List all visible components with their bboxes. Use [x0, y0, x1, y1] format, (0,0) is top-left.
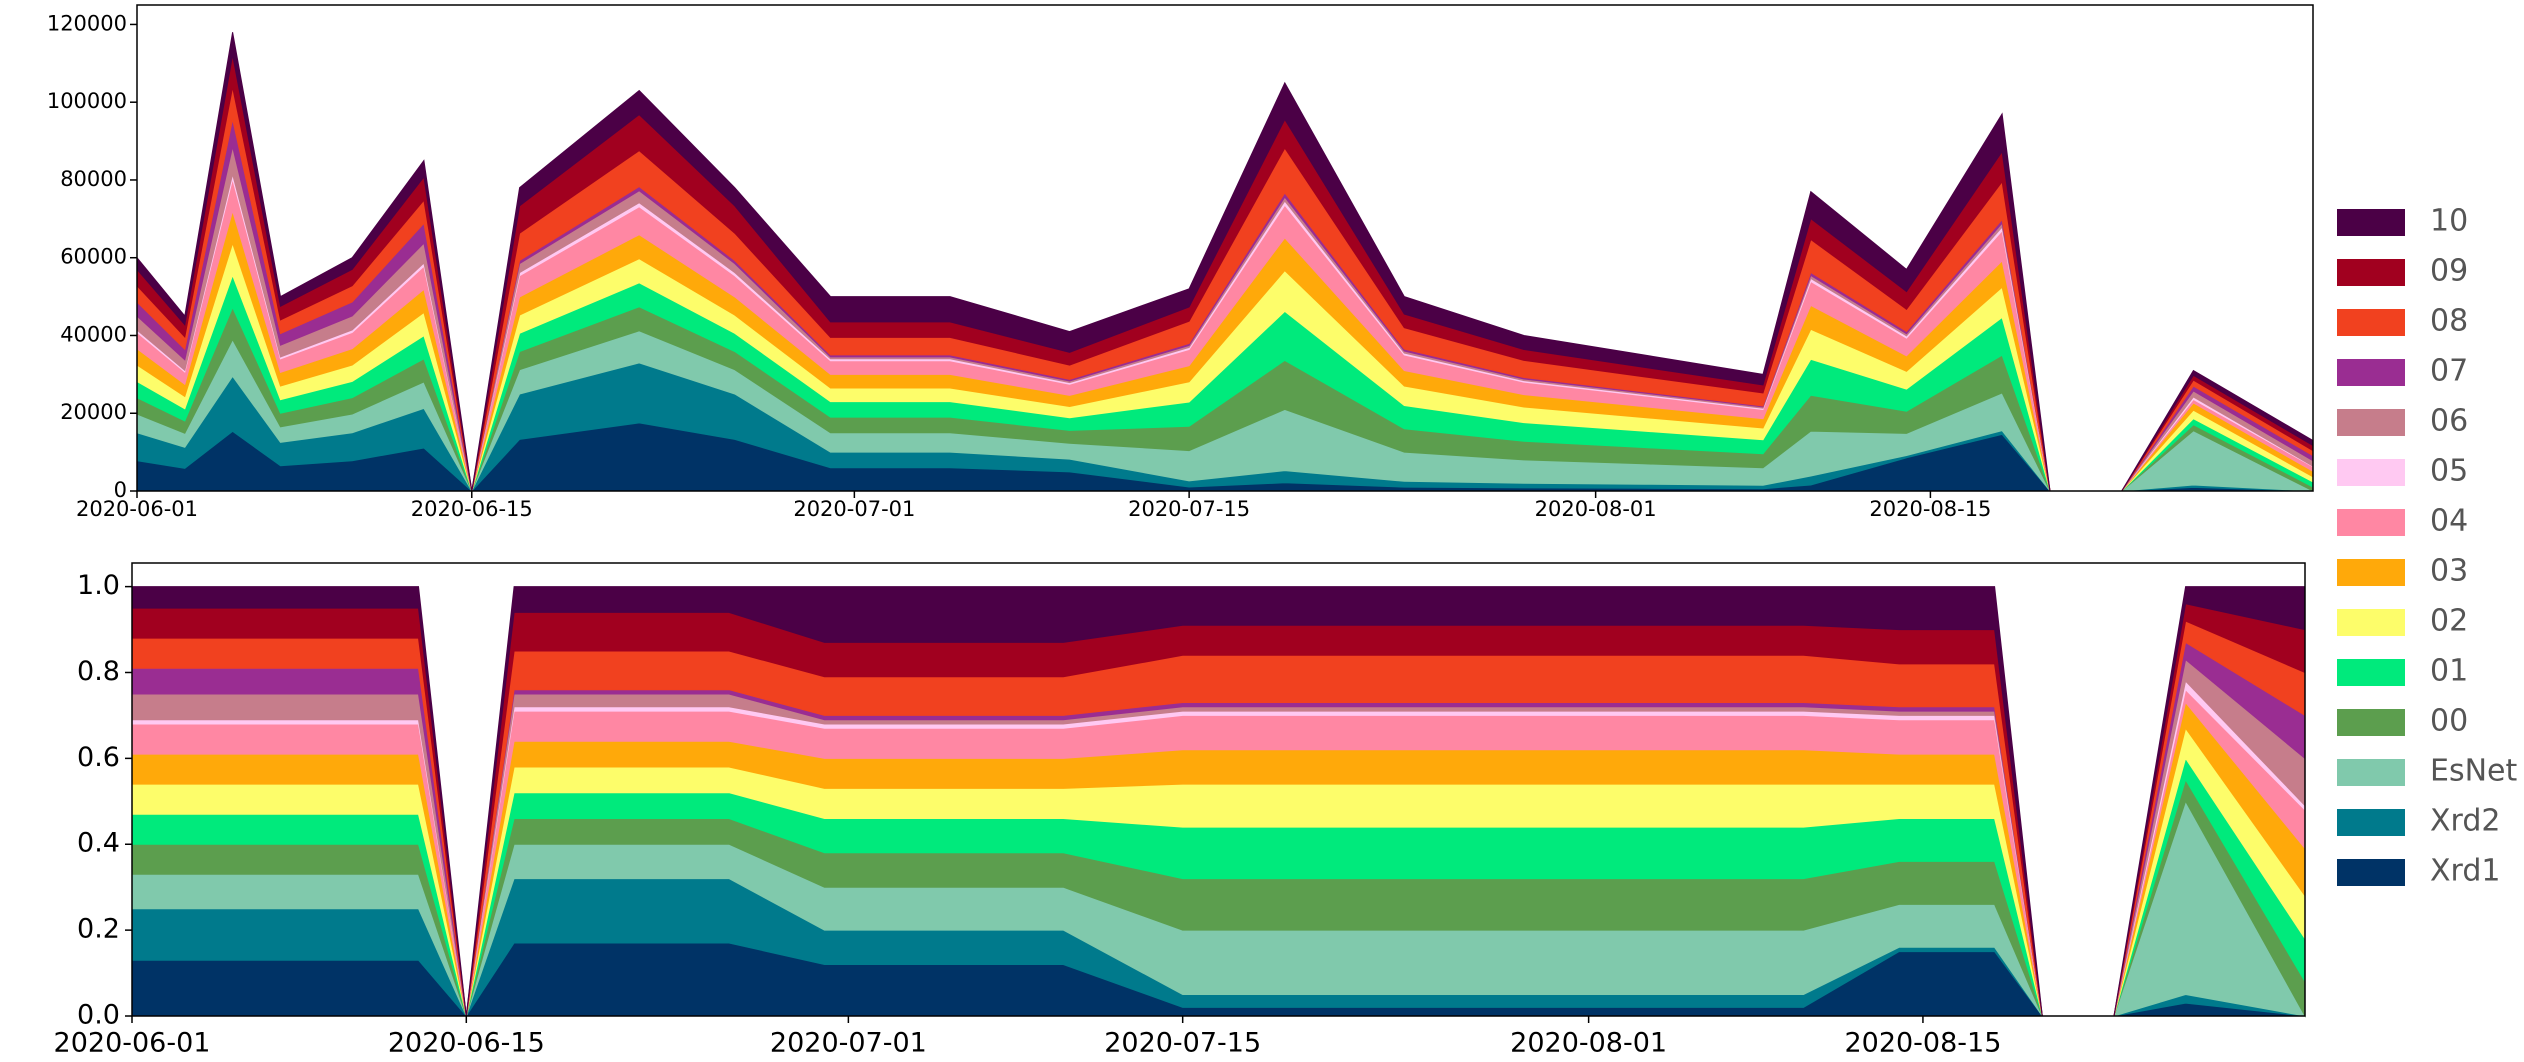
x-tick-label: 2020-07-15	[1104, 1028, 1261, 1059]
legend-swatch	[2337, 359, 2405, 386]
y-tick-label: 80000	[60, 167, 127, 191]
legend-label: Xrd1	[2430, 854, 2501, 889]
plot-area	[131, 586, 2306, 1018]
y-tick-label: 0.2	[77, 914, 120, 945]
x-tick-label: 2020-07-01	[793, 497, 915, 521]
legend-swatch	[2337, 509, 2405, 536]
legend-label: 10	[2430, 204, 2468, 239]
x-tick-label: 2020-08-01	[1510, 1028, 1667, 1059]
y-tick-label: 60000	[60, 245, 127, 269]
legend-label: 02	[2430, 604, 2468, 639]
y-tick-label: 0.0	[77, 1000, 120, 1031]
legend-label: Xrd2	[2430, 804, 2501, 839]
legend-swatch	[2337, 409, 2405, 436]
x-tick-label: 2020-07-15	[1128, 497, 1250, 521]
legend-swatch	[2337, 559, 2405, 586]
legend-label: 04	[2430, 504, 2468, 539]
legend-label: EsNet	[2430, 754, 2517, 789]
x-tick-label: 2020-07-01	[770, 1028, 927, 1059]
legend-swatch	[2337, 859, 2405, 886]
legend-label: 05	[2430, 454, 2468, 489]
y-tick-label: 0.4	[77, 828, 120, 859]
x-tick-label: 2020-06-15	[411, 497, 533, 521]
x-tick-label: 2020-06-15	[388, 1028, 545, 1059]
plot-frame	[136, 4, 2314, 492]
y-tick-label: 0.8	[77, 656, 120, 687]
legend-swatch	[2337, 759, 2405, 786]
legend-label: 09	[2430, 254, 2468, 289]
y-tick-label: 40000	[60, 322, 127, 346]
y-tick-label: 20000	[60, 400, 127, 424]
legend-label: 00	[2430, 704, 2468, 739]
legend-label: 03	[2430, 554, 2468, 589]
plot-area	[136, 32, 2314, 493]
legend-label: 07	[2430, 354, 2468, 389]
legend-label: 06	[2430, 404, 2468, 439]
legend-swatch	[2337, 809, 2405, 836]
x-tick-label: 2020-06-01	[54, 1028, 211, 1059]
legend-swatch	[2337, 609, 2405, 636]
y-tick-label: 100000	[47, 89, 127, 113]
plot-frame	[131, 562, 2306, 1017]
legend-label: 01	[2430, 654, 2468, 689]
x-tick-label: 2020-06-01	[76, 497, 198, 521]
y-tick-label: 0	[114, 478, 127, 502]
legend-swatch	[2337, 459, 2405, 486]
y-tick-label: 0.6	[77, 742, 120, 773]
x-tick-label: 2020-08-01	[1535, 497, 1657, 521]
legend-swatch	[2337, 709, 2405, 736]
y-tick-label: 1.0	[77, 570, 120, 601]
legend-swatch	[2337, 259, 2405, 286]
legend-label: 08	[2430, 304, 2468, 339]
x-tick-label: 2020-08-15	[1844, 1028, 2001, 1059]
legend-swatch	[2337, 309, 2405, 336]
y-tick-label: 120000	[47, 11, 127, 35]
legend-swatch	[2337, 659, 2405, 686]
x-tick-label: 2020-08-15	[1869, 497, 1991, 521]
legend-swatch	[2337, 209, 2405, 236]
